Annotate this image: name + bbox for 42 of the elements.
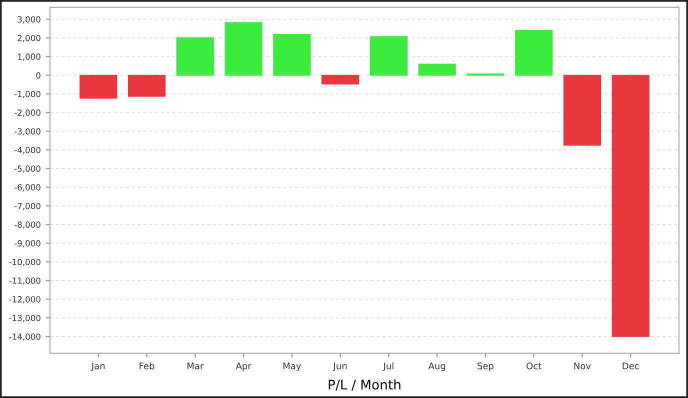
y-tick-label: -13,000 <box>9 314 40 322</box>
x-tick-label: Sep <box>478 362 494 372</box>
x-tick-label: Nov <box>574 362 591 370</box>
x-tick-label: Apr <box>236 362 252 372</box>
y-tick-label: -11,000 <box>9 278 40 285</box>
x-tick-label: Jul <box>382 362 394 371</box>
x-tick-label: Oct <box>526 362 542 370</box>
bar <box>273 34 311 76</box>
bar <box>418 64 456 76</box>
x-tick-label: Jun <box>332 362 347 371</box>
bar <box>322 74 360 84</box>
y-tick-label: -1,000 <box>14 90 40 98</box>
bar <box>612 74 650 337</box>
y-tick-label: 2,000 <box>18 34 40 42</box>
x-tick-label: May <box>283 362 301 372</box>
y-tick-label: -10,000 <box>9 258 40 266</box>
y-tick-label: -14,000 <box>9 333 40 341</box>
bar <box>176 37 214 76</box>
bar <box>224 22 262 76</box>
x-tick-label: Mar <box>188 362 204 370</box>
x-tick-label: Feb <box>140 362 154 370</box>
bar <box>370 36 408 76</box>
y-tick-label: -12,000 <box>9 296 40 304</box>
x-tick-label: Jan <box>90 362 105 371</box>
y-tick-label: -5,000 <box>14 166 40 173</box>
y-tick-label: -6,000 <box>14 184 40 192</box>
y-tick-label: -4,000 <box>14 146 40 154</box>
y-tick-label: -9,000 <box>14 240 40 248</box>
y-tick-label: -8,000 <box>14 222 40 229</box>
y-tick-label: -3,000 <box>14 128 40 136</box>
x-axis-title: P/L / Month <box>328 379 400 391</box>
y-tick-label: 1,000 <box>18 54 40 61</box>
y-tick-label: -7,000 <box>14 202 40 210</box>
bar <box>80 74 118 99</box>
y-tick-label: -2,000 <box>14 110 40 117</box>
bar <box>128 74 166 97</box>
y-tick-label: 0 <box>36 72 40 79</box>
x-tick-label: Aug <box>428 362 446 372</box>
y-tick-label: 3,000 <box>18 16 40 24</box>
x-tick-label: Dec <box>622 362 639 370</box>
bar <box>515 30 553 76</box>
bar <box>563 74 602 146</box>
